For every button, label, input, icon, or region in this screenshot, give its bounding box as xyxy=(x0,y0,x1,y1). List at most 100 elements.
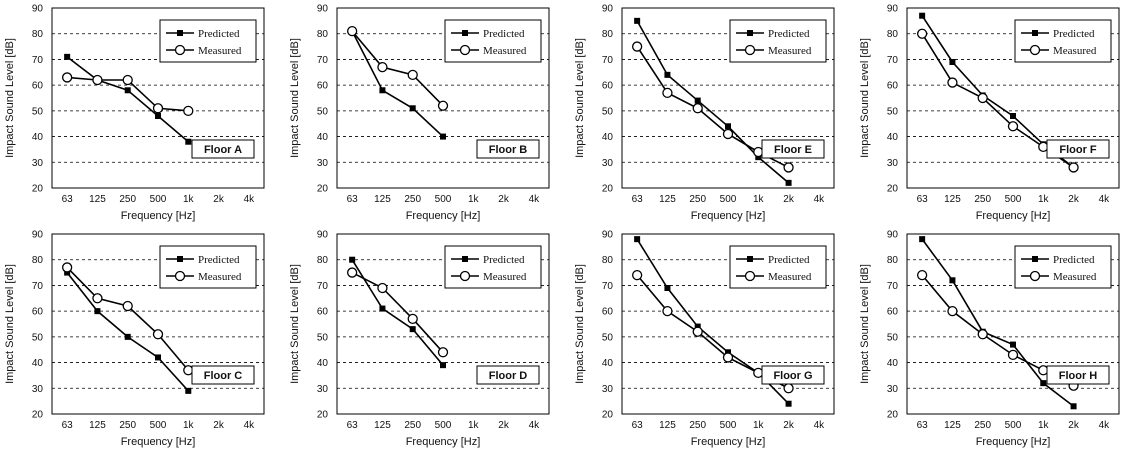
data-point-measured xyxy=(407,313,418,325)
y-tick-label: 60 xyxy=(32,307,44,318)
data-point-predicted xyxy=(409,105,416,112)
y-axis-title: Impact Sound Level [dB] xyxy=(859,264,871,384)
y-tick-label: 20 xyxy=(602,410,614,421)
data-point-measured xyxy=(722,128,734,140)
series-line-measured xyxy=(351,271,444,353)
chart-panel-floor-e: 20 30 40 50 60 70 80 90 63 125 250 500 1k 2k 4k Frequen… xyxy=(570,0,855,226)
floor-label: Floor A xyxy=(204,144,242,156)
legend-marker-circle xyxy=(459,44,471,56)
chart-svg: 20 30 40 50 60 70 80 90 63 125 250 500 1k 2k 4k Frequen… xyxy=(574,230,835,448)
y-tick-label: 20 xyxy=(32,410,44,421)
y-axis-title: Impact Sound Level [dB] xyxy=(574,38,586,158)
data-point-measured xyxy=(122,74,133,86)
legend-label: Measured xyxy=(198,45,242,57)
chart-svg: 20 30 40 50 60 70 80 90 63 125 250 500 1k 2k 4k Frequen… xyxy=(859,230,1120,448)
legend-marker-circle xyxy=(174,270,186,282)
data-point-measured xyxy=(783,383,794,394)
y-tick-label: 90 xyxy=(887,230,899,241)
legend-label: Predicted xyxy=(1053,254,1095,266)
legend-marker-circle xyxy=(174,44,186,56)
x-tick-label: 125 xyxy=(659,420,676,431)
legend-box xyxy=(444,245,542,289)
legend-label: Predicted xyxy=(198,254,240,266)
data-point-measured xyxy=(977,92,988,104)
x-tick-label: 500 xyxy=(150,194,167,205)
data-point-measured xyxy=(753,367,764,379)
x-tick-label: 63 xyxy=(62,194,74,205)
floor-label-box xyxy=(476,139,540,159)
data-point-predicted xyxy=(785,400,792,407)
x-tick-label: 63 xyxy=(347,194,359,205)
data-point-predicted xyxy=(725,123,731,130)
chart-svg: 20 30 40 50 60 70 80 90 63 125 250 500 1k 2k 4k Frequen… xyxy=(859,4,1120,222)
y-tick-label: 40 xyxy=(32,358,44,369)
data-point-predicted xyxy=(919,236,926,243)
y-tick-label: 50 xyxy=(602,332,614,343)
plot-frame xyxy=(51,7,265,189)
x-tick-label: 1k xyxy=(753,194,765,205)
floor-label: Floor E xyxy=(774,144,812,156)
x-tick-label: 125 xyxy=(374,420,391,431)
floor-label: Floor B xyxy=(489,144,528,156)
data-point-predicted xyxy=(349,256,356,263)
x-axis-title: Frequency [Hz] xyxy=(976,436,1051,448)
y-tick-label: 90 xyxy=(602,4,614,15)
y-axis-title: Impact Sound Level [dB] xyxy=(574,264,586,384)
floor-label-box xyxy=(476,365,540,385)
y-tick-label: 20 xyxy=(317,410,329,421)
legend-marker-square xyxy=(1032,256,1038,262)
y-tick-label: 80 xyxy=(887,29,899,40)
x-axis-title: Frequency [Hz] xyxy=(121,210,196,222)
floor-label: Floor D xyxy=(489,370,528,382)
floor-label: Floor C xyxy=(204,370,243,382)
x-tick-label: 63 xyxy=(62,420,74,431)
plot-frame xyxy=(336,233,550,415)
data-point-measured xyxy=(92,74,103,86)
x-axis-title: Frequency [Hz] xyxy=(691,436,766,448)
x-tick-label: 63 xyxy=(632,194,644,205)
data-point-measured xyxy=(437,100,449,111)
chart-panel-floor-c: 20 30 40 50 60 70 80 90 63 125 250 500 1k 2k 4k Frequen… xyxy=(0,226,285,452)
y-tick-label: 60 xyxy=(602,81,614,92)
y-tick-label: 80 xyxy=(32,29,44,40)
data-point-predicted xyxy=(94,308,101,315)
data-point-predicted xyxy=(124,87,131,94)
data-point-measured xyxy=(662,87,673,99)
plot-frame xyxy=(906,7,1120,189)
y-tick-label: 50 xyxy=(32,106,44,117)
data-point-measured xyxy=(437,347,449,358)
data-point-measured xyxy=(346,25,358,37)
x-tick-label: 4k xyxy=(529,194,541,205)
legend-label: Measured xyxy=(768,45,812,57)
plot-frame xyxy=(906,233,1120,415)
data-point-predicted xyxy=(64,53,71,60)
data-point-predicted xyxy=(409,326,416,333)
data-point-measured xyxy=(692,103,703,114)
y-tick-label: 30 xyxy=(32,158,44,169)
data-point-measured xyxy=(692,326,703,337)
series-line-predicted xyxy=(66,56,189,143)
x-axis-title: Frequency [Hz] xyxy=(406,436,481,448)
chart-svg: 20 30 40 50 60 70 80 90 63 125 250 500 1k 2k 4k Frequen… xyxy=(4,4,265,222)
y-tick-label: 60 xyxy=(887,81,899,92)
series-line-predicted xyxy=(636,20,790,184)
x-tick-label: 250 xyxy=(974,194,991,205)
floor-label-box xyxy=(191,365,255,385)
data-point-measured xyxy=(947,77,958,88)
legend-label: Predicted xyxy=(768,28,810,40)
x-tick-label: 2k xyxy=(498,420,510,431)
y-axis-title: Impact Sound Level [dB] xyxy=(4,264,16,384)
legend-label: Predicted xyxy=(483,254,525,266)
y-tick-label: 80 xyxy=(32,255,44,266)
y-tick-label: 40 xyxy=(32,132,44,143)
x-tick-label: 500 xyxy=(720,194,737,205)
data-point-predicted xyxy=(694,97,701,104)
data-point-measured xyxy=(61,262,73,273)
x-tick-label: 2k xyxy=(783,420,795,431)
data-point-predicted xyxy=(1040,380,1047,387)
data-point-predicted xyxy=(1010,113,1016,119)
floor-label-box xyxy=(761,365,825,385)
x-tick-label: 2k xyxy=(783,194,795,205)
x-tick-label: 250 xyxy=(404,420,421,431)
chart-panel-floor-d: 20 30 40 50 60 70 80 90 63 125 250 500 1k 2k 4k Frequen… xyxy=(285,226,570,452)
